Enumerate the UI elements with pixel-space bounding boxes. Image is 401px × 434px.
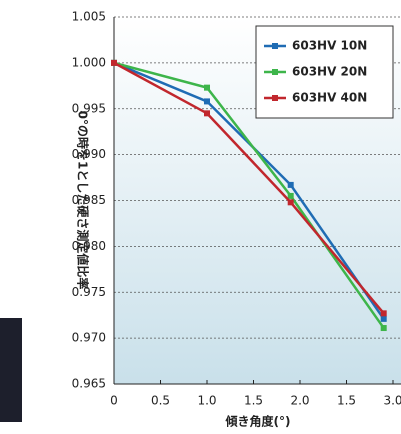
y-tick-label: 1.005 <box>72 10 106 24</box>
x-axis-label: 傾き角度(°) <box>225 414 291 429</box>
x-tick-label: 3.0 <box>383 394 401 408</box>
y-tick-label: 0.975 <box>72 285 106 299</box>
y-tick-label: 0.995 <box>72 101 106 115</box>
y-axis-label: 0°の時を1とした硬さ測定値比率 <box>76 111 91 290</box>
legend-swatch-marker <box>272 69 278 75</box>
legend-label: 603HV 20N <box>292 65 367 79</box>
y-tick-label: 1.000 <box>72 55 106 69</box>
series-line <box>113 61 385 315</box>
series-line <box>113 61 385 329</box>
legend-label: 603HV 10N <box>292 39 367 53</box>
x-tick-label: 0 <box>110 394 118 408</box>
y-tick-label: 0.965 <box>72 377 106 391</box>
x-tick-label: 0.5 <box>151 394 170 408</box>
point <box>380 325 387 332</box>
x-tick-label: 1.5 <box>244 394 263 408</box>
y-tick-label: 0.990 <box>72 147 106 161</box>
point <box>111 59 117 66</box>
point <box>204 110 210 117</box>
legend-swatch-marker <box>272 95 278 101</box>
y-tick-label: 0.980 <box>72 239 106 253</box>
legend-label: 603HV 40N <box>292 91 367 105</box>
y-tick-label: 0.970 <box>72 331 106 345</box>
y-tick-label: 0.985 <box>72 193 106 207</box>
point <box>287 181 294 188</box>
x-tick-label: 1.5 <box>337 394 356 408</box>
point <box>287 192 294 199</box>
point <box>380 310 387 317</box>
cropped-photo <box>0 318 22 422</box>
point <box>287 199 294 206</box>
point <box>380 315 387 322</box>
point <box>204 98 210 105</box>
x-tick-label: 2.0 <box>290 394 309 408</box>
legend-swatch-marker <box>272 43 278 49</box>
x-tick-label: 1.0 <box>197 394 216 408</box>
point <box>204 84 210 91</box>
